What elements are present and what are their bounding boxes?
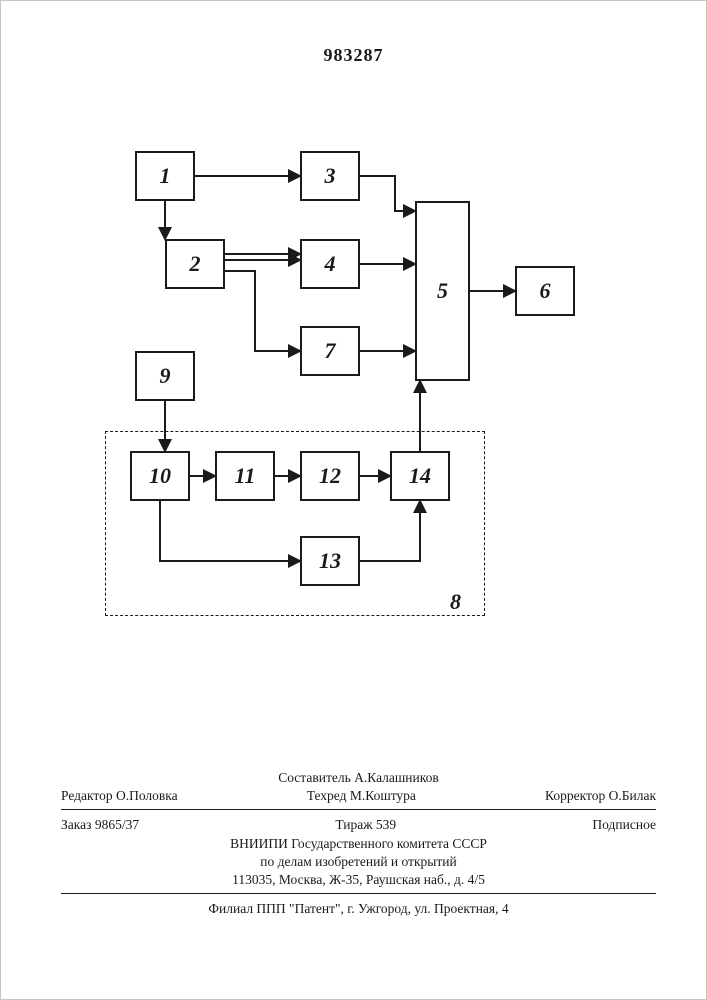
techred: Техред М.Коштура	[307, 787, 416, 805]
node-6: 6	[515, 266, 575, 316]
node-7: 7	[300, 326, 360, 376]
branch-line: Филиал ППП "Патент", г. Ужгород, ул. Про…	[61, 900, 656, 918]
divider-2	[61, 893, 656, 894]
subscription: Подписное	[592, 816, 656, 834]
page: 983287 8 123456791011121314 Составитель …	[0, 0, 707, 1000]
node-13: 13	[300, 536, 360, 586]
corrector: Корректор О.Билак	[545, 787, 656, 805]
node-2: 2	[165, 239, 225, 289]
node-11: 11	[215, 451, 275, 501]
node-1: 1	[135, 151, 195, 201]
order: Заказ 9865/37	[61, 816, 139, 834]
node-3: 3	[300, 151, 360, 201]
order-row: Заказ 9865/37 Тираж 539 Подписное	[61, 816, 656, 834]
compiler-label: Составитель	[278, 770, 351, 785]
footer-block: Составитель А.Калашников Редактор О.Поло…	[61, 769, 656, 919]
node-12: 12	[300, 451, 360, 501]
org-line1: ВНИИПИ Государственного комитета СССР	[61, 835, 656, 853]
editor: Редактор О.Половка	[61, 787, 178, 805]
node-5: 5	[415, 201, 470, 381]
divider-1	[61, 809, 656, 810]
document-number: 983287	[1, 45, 706, 66]
org-line2: по делам изобретений и открытий	[61, 853, 656, 871]
node-9: 9	[135, 351, 195, 401]
node-10: 10	[130, 451, 190, 501]
address1: 113035, Москва, Ж-35, Раушская наб., д. …	[61, 871, 656, 889]
node-14: 14	[390, 451, 450, 501]
container-label-8: 8	[450, 589, 461, 615]
compiler-name: А.Калашников	[354, 770, 439, 785]
node-4: 4	[300, 239, 360, 289]
credits-row: Редактор О.Половка Техред М.Коштура Корр…	[61, 787, 656, 805]
block-diagram: 8 123456791011121314	[95, 151, 615, 671]
circulation: Тираж 539	[335, 816, 396, 834]
compiler-line: Составитель А.Калашников	[61, 769, 656, 787]
